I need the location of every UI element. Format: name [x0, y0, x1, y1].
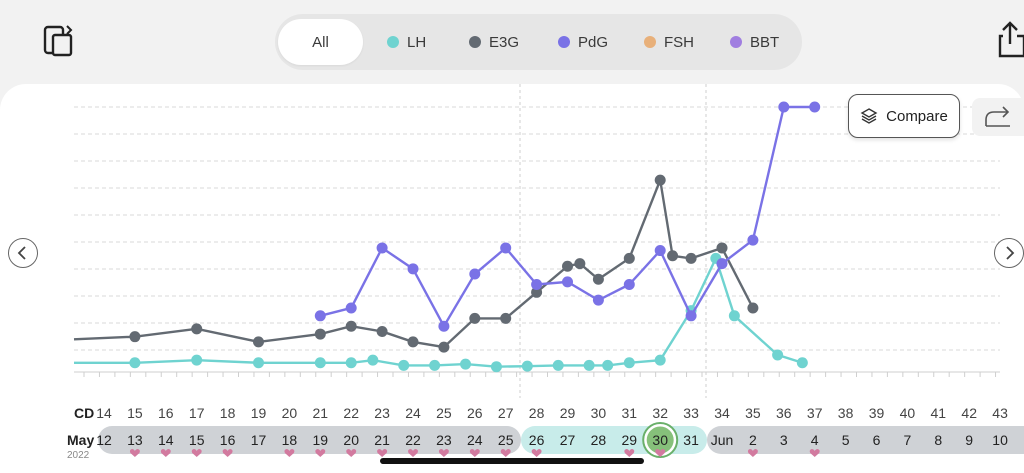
filter-fsh[interactable]: FSH	[644, 14, 694, 70]
compare-button[interactable]: Compare	[848, 94, 960, 138]
e3g-dot-icon	[469, 36, 481, 48]
pdg-dot-icon	[558, 36, 570, 48]
filter-lh[interactable]: LH	[387, 14, 426, 70]
bbt-dot-icon	[730, 36, 742, 48]
filter-all-label: All	[312, 33, 329, 51]
home-indicator	[380, 458, 644, 464]
filter-pdg-label: PdG	[578, 33, 609, 51]
filter-all[interactable]: All	[278, 19, 363, 65]
top-bar: All LH E3G PdG FSH BBT	[0, 0, 1024, 84]
chart-card	[0, 84, 1024, 473]
filter-fsh-label: FSH	[664, 33, 694, 51]
redirect-button[interactable]	[972, 98, 1024, 136]
next-cycle-button[interactable]	[994, 238, 1024, 268]
filter-lh-label: LH	[407, 33, 427, 51]
fsh-dot-icon	[644, 36, 656, 48]
phone-swap-icon[interactable]	[40, 22, 78, 60]
layers-icon	[860, 108, 878, 124]
filter-bar: All LH E3G PdG FSH BBT	[275, 14, 802, 70]
filter-bbt-label: BBT	[750, 33, 780, 51]
compare-label: Compare	[886, 107, 948, 125]
filter-e3g[interactable]: E3G	[469, 14, 519, 70]
filter-bbt[interactable]: BBT	[730, 14, 779, 70]
share-icon[interactable]	[996, 20, 1024, 60]
redirect-arrow-icon	[985, 106, 1010, 127]
filter-pdg[interactable]: PdG	[558, 14, 608, 70]
chevron-right-icon	[1006, 246, 1015, 260]
prev-cycle-button[interactable]	[8, 238, 38, 268]
chevron-left-icon	[17, 246, 26, 260]
filter-e3g-label: E3G	[489, 33, 520, 51]
lh-dot-icon	[387, 36, 399, 48]
